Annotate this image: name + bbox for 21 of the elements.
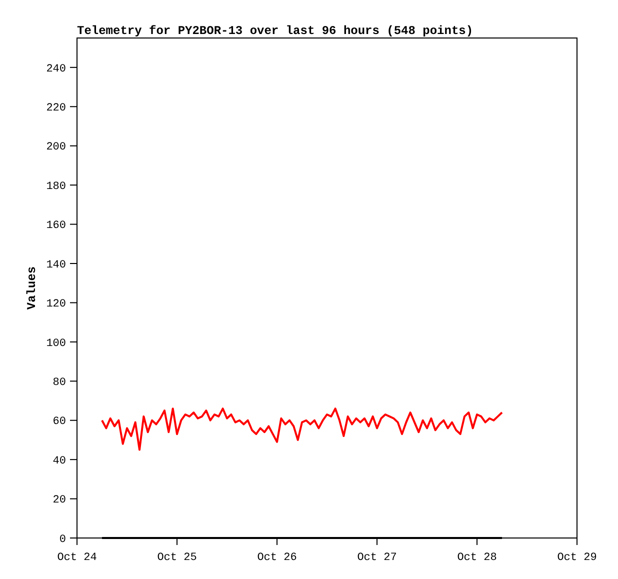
y-tick-label: 140 xyxy=(46,259,66,272)
x-tick-label: Oct 29 xyxy=(557,552,597,564)
y-tick-label: 60 xyxy=(52,416,66,428)
y-tick-label: 120 xyxy=(46,298,66,311)
y-tick-label: 220 xyxy=(46,102,66,114)
x-tick-label: Oct 26 xyxy=(257,552,297,564)
x-tick-label: Oct 28 xyxy=(457,552,497,564)
y-tick-label: 100 xyxy=(46,338,66,350)
y-tick-label: 80 xyxy=(52,376,66,389)
y-tick-label: 40 xyxy=(52,455,66,468)
y-tick-label: 20 xyxy=(52,494,66,507)
y-tick-label: 0 xyxy=(59,534,66,546)
x-tick-label: Oct 27 xyxy=(357,552,397,564)
y-tick-label: 200 xyxy=(46,142,66,154)
x-tick-label: Oct 24 xyxy=(57,552,98,564)
y-tick-label: 160 xyxy=(46,220,66,232)
y-axis-title: Values xyxy=(25,266,39,310)
x-tick-label: Oct 25 xyxy=(157,552,197,564)
y-tick-label: 240 xyxy=(46,63,66,76)
y-tick-label: 180 xyxy=(46,180,66,193)
chart-title: Telemetry for PY2BOR-13 over last 96 hours (548 points) xyxy=(77,24,474,38)
